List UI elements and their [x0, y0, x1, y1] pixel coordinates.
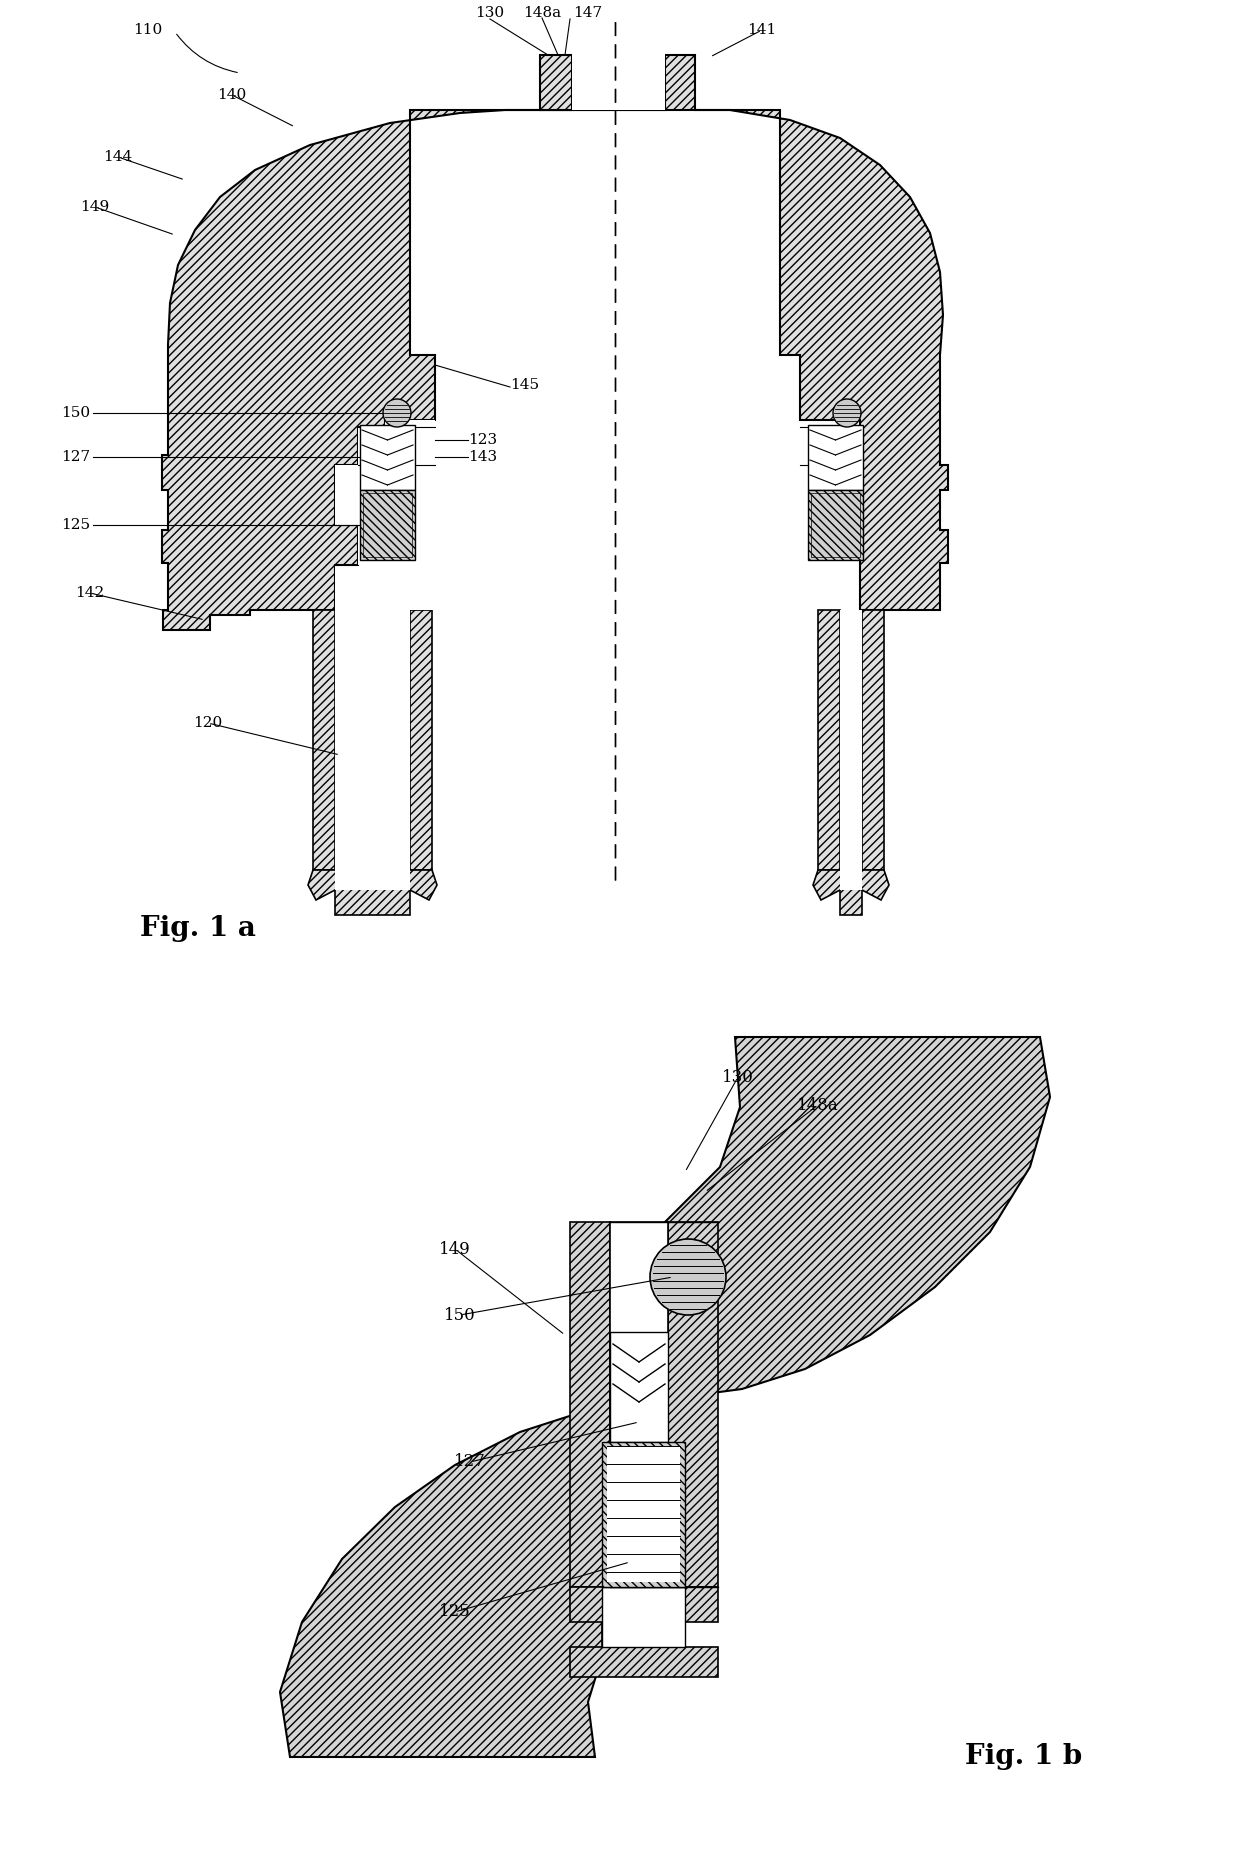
Text: Fig. 1 b: Fig. 1 b	[965, 1744, 1083, 1770]
Text: 148a: 148a	[523, 6, 560, 21]
Polygon shape	[808, 489, 863, 561]
Polygon shape	[335, 609, 410, 870]
Text: 120: 120	[193, 716, 223, 729]
Polygon shape	[335, 420, 435, 609]
Polygon shape	[601, 1586, 684, 1646]
Polygon shape	[608, 1448, 680, 1582]
Text: 141: 141	[748, 22, 776, 38]
Text: 142: 142	[76, 587, 104, 600]
Text: 145: 145	[510, 379, 539, 392]
Polygon shape	[162, 111, 615, 630]
Polygon shape	[410, 609, 432, 870]
Text: 149: 149	[439, 1241, 471, 1258]
Polygon shape	[808, 426, 863, 489]
Ellipse shape	[650, 1239, 725, 1314]
Polygon shape	[539, 54, 572, 111]
Polygon shape	[862, 609, 884, 870]
Ellipse shape	[833, 399, 861, 428]
Text: 140: 140	[217, 88, 247, 101]
Text: 123: 123	[467, 433, 497, 446]
Polygon shape	[610, 1222, 668, 1586]
Polygon shape	[610, 1331, 668, 1442]
Polygon shape	[818, 609, 839, 870]
Text: 110: 110	[134, 22, 162, 38]
Text: 130: 130	[722, 1069, 754, 1086]
Polygon shape	[360, 426, 415, 489]
Polygon shape	[570, 1586, 718, 1676]
Text: 125: 125	[439, 1603, 471, 1620]
Polygon shape	[839, 870, 862, 891]
Text: 149: 149	[81, 201, 109, 214]
Polygon shape	[363, 493, 412, 557]
Text: 125: 125	[61, 518, 91, 532]
Polygon shape	[668, 1222, 718, 1586]
Polygon shape	[601, 1442, 684, 1586]
Polygon shape	[615, 54, 949, 609]
Polygon shape	[280, 1404, 655, 1757]
Polygon shape	[360, 489, 415, 561]
Polygon shape	[312, 609, 335, 870]
Polygon shape	[811, 493, 861, 557]
Polygon shape	[365, 495, 410, 555]
Text: 147: 147	[573, 6, 603, 21]
Text: 130: 130	[475, 6, 505, 21]
Polygon shape	[308, 870, 436, 915]
Text: 150: 150	[444, 1307, 476, 1324]
Text: 127: 127	[454, 1453, 486, 1470]
Text: 127: 127	[61, 450, 91, 463]
Ellipse shape	[383, 399, 410, 428]
Text: 144: 144	[103, 150, 133, 163]
Polygon shape	[665, 1037, 1050, 1397]
Text: 143: 143	[467, 450, 497, 463]
Text: 150: 150	[61, 407, 91, 420]
Polygon shape	[570, 1222, 610, 1586]
Polygon shape	[839, 609, 862, 870]
Polygon shape	[335, 870, 410, 891]
Text: Fig. 1 a: Fig. 1 a	[140, 915, 255, 941]
Text: 148a: 148a	[797, 1097, 839, 1114]
Polygon shape	[572, 39, 665, 111]
Polygon shape	[813, 870, 889, 915]
